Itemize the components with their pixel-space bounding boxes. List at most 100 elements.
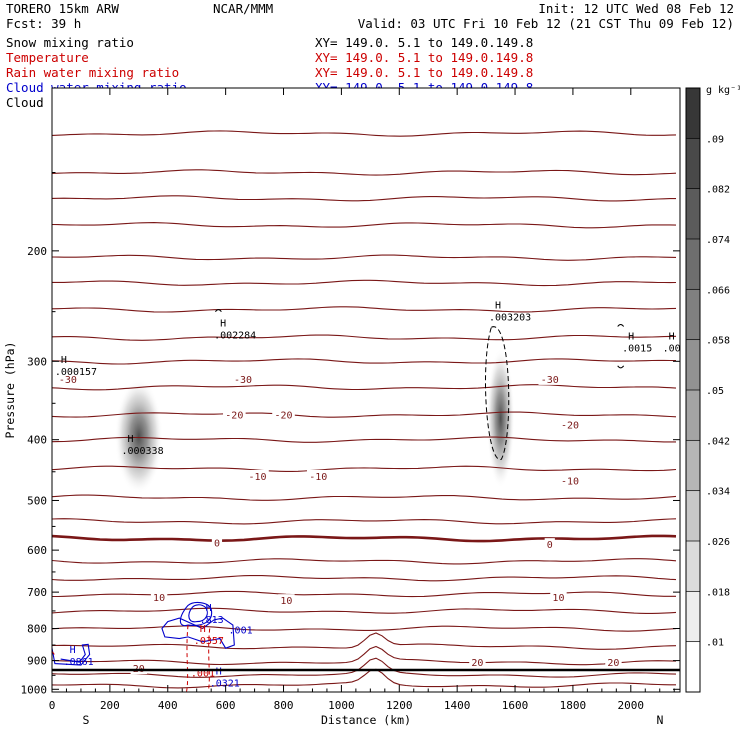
x-tick-label: 1000: [328, 699, 355, 712]
isotherm: [52, 306, 677, 313]
label-mask: [211, 536, 223, 549]
high-marker: H: [628, 332, 634, 343]
label-mask: [272, 408, 295, 421]
isotherm: [52, 465, 677, 472]
isotherm: [52, 607, 677, 614]
high-value: .000338: [121, 446, 163, 457]
temperature-contours: [52, 130, 677, 689]
x-tick-label: 600: [216, 699, 236, 712]
temperature-label: -10: [309, 472, 327, 483]
legend-xy: XY= 149.0. 5.1 to 149.0.149.8: [315, 50, 533, 65]
isotherm: [52, 657, 677, 678]
high-value: .0004: [663, 344, 693, 355]
colorbar-band: [686, 390, 700, 441]
cloud-water-contour: [52, 643, 91, 666]
high-value: .0357: [194, 636, 224, 647]
colorbar-unit: g kg⁻¹: [706, 85, 740, 96]
x-tick-label: 1200: [386, 699, 413, 712]
legend-xy: XY= 149.0. 5.1 to 149.0.149.8: [315, 65, 533, 80]
y-tick-label: 400: [27, 434, 47, 447]
high-value: .000157: [55, 367, 97, 378]
colorbar-band: [686, 490, 700, 541]
label-mask: [550, 591, 567, 604]
x-tick-label: 1400: [444, 699, 471, 712]
temperature-label: -20: [274, 411, 292, 422]
temperature-label: 10: [280, 596, 292, 607]
temperature-label: -20: [225, 411, 243, 422]
isotherm: [52, 254, 677, 261]
colorbar-label: .042: [706, 436, 730, 447]
label-mask: [223, 408, 246, 421]
high-value: .002284: [214, 331, 256, 342]
colorbar-label: .074: [706, 235, 730, 246]
center-title: NCAR/MMM: [213, 1, 273, 16]
high-markers: H.000157H.000338H.002284H.003203H.0015H.…: [55, 301, 693, 690]
x-tick-label: 0: [49, 699, 56, 712]
x-axis-title: Distance (km): [321, 713, 411, 727]
x-tick-label: 800: [274, 699, 294, 712]
cloud-ice-contour: [617, 323, 625, 327]
snow-shading: [114, 348, 515, 495]
y-tick-label: 800: [27, 623, 47, 636]
isotherm: [52, 518, 677, 525]
high-marker: H: [206, 603, 212, 614]
temperature-label: -30: [541, 375, 559, 386]
isotherm: [52, 334, 677, 341]
temperature-label: 20: [471, 658, 483, 669]
isotherm: [52, 279, 677, 287]
isotherm: [52, 358, 677, 365]
y-tick-label: 500: [27, 494, 47, 507]
high-marker: H: [70, 645, 76, 656]
y-tick-label: 300: [27, 355, 47, 368]
cloud-ice-contours: [215, 309, 625, 460]
colorbar-band: [686, 541, 700, 592]
high-marker: H: [127, 434, 133, 445]
x-tick-label: 400: [158, 699, 178, 712]
temperature-label: 0: [214, 538, 220, 549]
label-mask: [469, 656, 486, 669]
label-mask: [558, 418, 582, 431]
y-axis-title: Pressure (hPa): [3, 342, 17, 439]
colorbar-label: .066: [706, 285, 730, 296]
temperature-label: -10: [248, 472, 266, 483]
temperature-label: -10: [561, 477, 579, 488]
temperature-label: 0: [547, 540, 553, 551]
high-value: .0861: [64, 657, 94, 668]
legend-entry: Rain water mixing ratio: [6, 65, 179, 80]
isotherm: [52, 195, 676, 202]
cloud-ice-contour: [617, 365, 625, 369]
isotherm: [52, 625, 677, 632]
snow-blob: [114, 378, 163, 495]
high-value: .003203: [489, 313, 531, 324]
legend-entry: Snow mixing ratio: [6, 35, 134, 50]
high-marker: H: [216, 666, 222, 677]
isotherm: [52, 384, 677, 391]
endpoint-left: S: [83, 713, 90, 727]
init-time: Init: 12 UTC Wed 08 Feb 12: [538, 1, 734, 16]
endpoint-right: N: [657, 713, 664, 727]
high-value: .0321: [210, 678, 240, 689]
temperature-label: 20: [607, 658, 619, 669]
colorbar-label: .082: [706, 185, 730, 196]
x-tick-label: 1600: [502, 699, 529, 712]
y-tick-label: 700: [27, 586, 47, 599]
colorbar-label: .05: [706, 386, 724, 397]
label-mask: [278, 594, 295, 607]
isotherm: [52, 668, 676, 689]
colorbar-label: .018: [706, 587, 730, 598]
isotherm: [52, 130, 677, 137]
y-tick-label: 1000: [21, 683, 48, 696]
forecast-hour: Fcst: 39 h: [6, 16, 81, 31]
high-marker: H: [61, 355, 67, 366]
freezing-isotherm: [52, 534, 677, 543]
colorbar-band: [686, 440, 700, 491]
label-mask: [246, 469, 269, 482]
isotherm: [52, 222, 677, 229]
rain-water-contour: [207, 628, 211, 692]
plot-frame: [51, 87, 681, 693]
label-mask: [558, 474, 582, 487]
rain-water-contour: [186, 625, 189, 692]
isotherm: [52, 558, 677, 565]
colorbar-band: [686, 188, 700, 239]
